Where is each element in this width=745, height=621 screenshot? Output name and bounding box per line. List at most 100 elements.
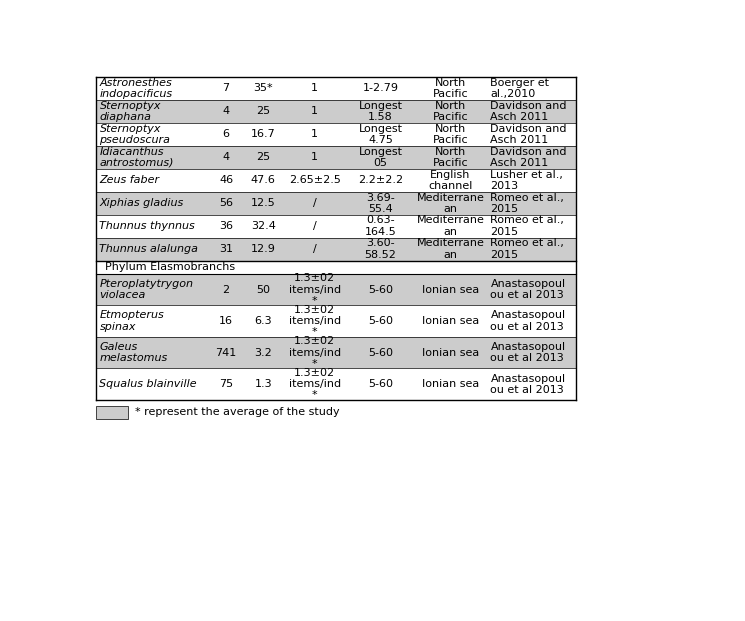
- Bar: [96, 100, 576, 123]
- Text: 5-60: 5-60: [368, 316, 393, 326]
- Bar: [96, 337, 576, 368]
- Text: 1: 1: [311, 129, 318, 139]
- Text: 2.65±2.5: 2.65±2.5: [289, 175, 340, 185]
- Text: 741: 741: [215, 348, 237, 358]
- Text: 4: 4: [223, 106, 229, 116]
- Text: 75: 75: [219, 379, 233, 389]
- Text: Longest
4.75: Longest 4.75: [358, 124, 402, 145]
- Text: Boerger et
al.,2010: Boerger et al.,2010: [490, 78, 550, 99]
- Text: 3.60-
58.52: 3.60- 58.52: [364, 238, 396, 260]
- Text: 1: 1: [311, 106, 318, 116]
- Text: Mediterrane
an: Mediterrane an: [416, 215, 484, 237]
- Text: /: /: [313, 198, 317, 208]
- Text: North
Pacific: North Pacific: [433, 101, 468, 122]
- Text: 1.3±02
items/ind
*: 1.3±02 items/ind *: [288, 305, 340, 337]
- Text: Mediterrane
an: Mediterrane an: [416, 238, 484, 260]
- Text: Etmopterus
spinax: Etmopterus spinax: [100, 310, 164, 332]
- Text: 25: 25: [256, 152, 270, 162]
- Bar: [96, 406, 128, 419]
- Text: Galeus
melastomus: Galeus melastomus: [100, 342, 168, 363]
- Text: 5-60: 5-60: [368, 348, 393, 358]
- Text: Thunnus thynnus: Thunnus thynnus: [100, 221, 195, 231]
- Text: 2.2±2.2: 2.2±2.2: [358, 175, 403, 185]
- Bar: [96, 238, 576, 261]
- Bar: [96, 192, 576, 215]
- Text: /: /: [313, 221, 317, 231]
- Bar: [96, 215, 576, 238]
- Text: Davidson and
Asch 2011: Davidson and Asch 2011: [490, 147, 567, 168]
- Text: 32.4: 32.4: [251, 221, 276, 231]
- Bar: [96, 274, 576, 306]
- Text: Romeo et al.,
2015: Romeo et al., 2015: [490, 193, 564, 214]
- Text: Phylum Elasmobranchs: Phylum Elasmobranchs: [105, 262, 235, 272]
- Text: Zeus faber: Zeus faber: [100, 175, 159, 185]
- Text: 1.3±02
items/ind
*: 1.3±02 items/ind *: [288, 368, 340, 401]
- Text: 6.3: 6.3: [254, 316, 272, 326]
- Text: 31: 31: [219, 244, 233, 254]
- Bar: [96, 77, 576, 100]
- Text: 1: 1: [311, 83, 318, 93]
- Text: Sternoptyx
diaphana: Sternoptyx diaphana: [100, 101, 161, 122]
- Text: Anastasopoul
ou et al 2013: Anastasopoul ou et al 2013: [490, 342, 565, 363]
- Text: Romeo et al.,
2015: Romeo et al., 2015: [490, 238, 564, 260]
- Text: Pteroplatytrygon
violacea: Pteroplatytrygon violacea: [100, 279, 194, 300]
- Text: 1.3±02
items/ind
*: 1.3±02 items/ind *: [288, 337, 340, 369]
- Bar: [96, 123, 576, 146]
- Text: Ionian sea: Ionian sea: [422, 348, 479, 358]
- Text: 16: 16: [219, 316, 233, 326]
- Text: Squalus blainville: Squalus blainville: [100, 379, 197, 389]
- Bar: [96, 146, 576, 169]
- Text: North
Pacific: North Pacific: [433, 78, 468, 99]
- Text: 1: 1: [311, 152, 318, 162]
- Text: Romeo et al.,
2015: Romeo et al., 2015: [490, 215, 564, 237]
- Text: 16.7: 16.7: [251, 129, 276, 139]
- Text: 56: 56: [219, 198, 233, 208]
- Text: 50: 50: [256, 284, 270, 294]
- Text: 3.69-
55.4: 3.69- 55.4: [366, 193, 395, 214]
- Text: Lusher et al.,
2013: Lusher et al., 2013: [490, 170, 563, 191]
- Text: 7: 7: [223, 83, 229, 93]
- Text: Thunnus alalunga: Thunnus alalunga: [100, 244, 198, 254]
- Text: 1-2.79: 1-2.79: [362, 83, 399, 93]
- Text: 47.6: 47.6: [251, 175, 276, 185]
- Text: /: /: [313, 244, 317, 254]
- Text: 35*: 35*: [253, 83, 273, 93]
- Text: 1.3±02
items/ind
*: 1.3±02 items/ind *: [288, 273, 340, 306]
- Text: 4: 4: [223, 152, 229, 162]
- Text: Sternoptyx
pseudoscura: Sternoptyx pseudoscura: [100, 124, 171, 145]
- Text: 36: 36: [219, 221, 233, 231]
- Text: Astronesthes
indopacificus: Astronesthes indopacificus: [100, 78, 173, 99]
- Text: * represent the average of the study: * represent the average of the study: [135, 407, 339, 417]
- Bar: [96, 169, 576, 192]
- Bar: [96, 306, 576, 337]
- Text: 1.3: 1.3: [254, 379, 272, 389]
- Text: 12.5: 12.5: [251, 198, 276, 208]
- Text: 12.9: 12.9: [251, 244, 276, 254]
- Text: Ionian sea: Ionian sea: [422, 316, 479, 326]
- Text: Anastasopoul
ou et al 2013: Anastasopoul ou et al 2013: [490, 374, 565, 395]
- Bar: [96, 261, 576, 274]
- Text: Anastasopoul
ou et al 2013: Anastasopoul ou et al 2013: [490, 279, 565, 300]
- Text: 3.2: 3.2: [254, 348, 272, 358]
- Text: 25: 25: [256, 106, 270, 116]
- Text: Ionian sea: Ionian sea: [422, 379, 479, 389]
- Text: Idiacanthus
antrostomus): Idiacanthus antrostomus): [100, 147, 174, 168]
- Text: 6: 6: [223, 129, 229, 139]
- Text: Davidson and
Asch 2011: Davidson and Asch 2011: [490, 124, 567, 145]
- Text: 0.63-
164.5: 0.63- 164.5: [364, 215, 396, 237]
- Bar: [96, 368, 576, 400]
- Text: Longest
05: Longest 05: [358, 147, 402, 168]
- Text: North
Pacific: North Pacific: [433, 147, 468, 168]
- Text: 5-60: 5-60: [368, 284, 393, 294]
- Text: North
Pacific: North Pacific: [433, 124, 468, 145]
- Text: Mediterrane
an: Mediterrane an: [416, 193, 484, 214]
- Text: 46: 46: [219, 175, 233, 185]
- Text: Anastasopoul
ou et al 2013: Anastasopoul ou et al 2013: [490, 310, 565, 332]
- Text: Xiphias gladius: Xiphias gladius: [100, 198, 184, 208]
- Text: 5-60: 5-60: [368, 379, 393, 389]
- Text: Longest
1.58: Longest 1.58: [358, 101, 402, 122]
- Text: Ionian sea: Ionian sea: [422, 284, 479, 294]
- Text: 2: 2: [223, 284, 229, 294]
- Text: English
channel: English channel: [428, 170, 472, 191]
- Text: Davidson and
Asch 2011: Davidson and Asch 2011: [490, 101, 567, 122]
